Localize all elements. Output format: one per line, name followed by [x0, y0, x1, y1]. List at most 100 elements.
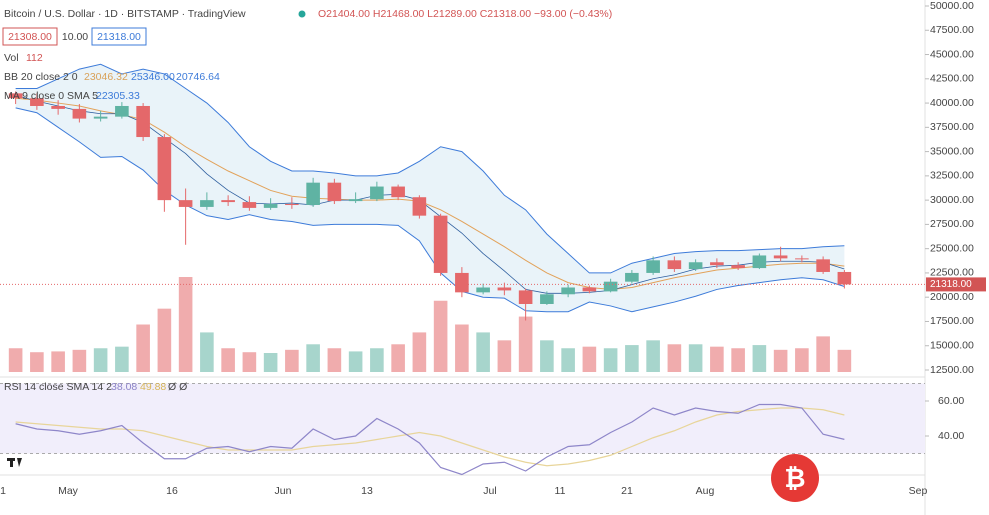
bb-fill	[15, 64, 845, 312]
candle-body	[625, 272, 639, 282]
candle-body	[561, 287, 575, 295]
candle-body	[8, 93, 23, 99]
tv-logo	[7, 458, 22, 467]
y-tick-label: 47500.00	[930, 24, 974, 36]
volume-bar	[391, 344, 405, 372]
volume-bar	[816, 336, 830, 372]
candle-body	[391, 186, 405, 198]
rsi-title: RSI 14 close SMA 14 2	[4, 381, 112, 393]
bb-upper-value: 25346.00	[131, 71, 175, 83]
volume-bar	[221, 348, 235, 372]
volume-bar	[433, 300, 448, 372]
volume-bar	[51, 351, 65, 372]
volume-bar	[370, 348, 384, 372]
x-tick-label: 13	[361, 485, 373, 497]
candle-body	[433, 215, 448, 273]
y-tick-label: 45000.00	[930, 48, 974, 60]
x-tick-label: Aug	[696, 485, 715, 497]
candle-body	[688, 262, 703, 270]
ask: 21318.00	[97, 31, 141, 43]
volume-bar	[710, 346, 724, 372]
volume-bar	[93, 348, 108, 372]
volume-bar	[625, 345, 639, 372]
volume-bar	[837, 349, 852, 372]
volume-bar	[412, 332, 427, 372]
candle-body	[72, 108, 87, 119]
bid: 21308.00	[8, 31, 52, 43]
volume-bar	[646, 340, 660, 372]
x-tick-label: 16	[166, 485, 178, 497]
candle-body	[30, 98, 44, 106]
y-tick-label: 20000.00	[930, 291, 974, 303]
candle-body	[773, 255, 788, 259]
volume-bar	[582, 346, 597, 372]
symbol-title: Bitcoin / U.S. Dollar · 1D · BITSTAMP · …	[4, 8, 246, 20]
volume-bar	[115, 346, 129, 372]
ma-title: MA 9 close 0 SMA 5	[4, 90, 98, 102]
volume-bar	[773, 349, 788, 372]
bb-lower	[15, 107, 845, 313]
candle-body	[348, 199, 363, 202]
status-dot	[298, 10, 306, 18]
candle-body	[93, 116, 108, 119]
volume-bar	[497, 340, 512, 372]
candle-body	[306, 182, 320, 205]
volume-bar	[242, 352, 257, 372]
y-tick-label: 30000.00	[930, 194, 974, 206]
watermark-logo	[771, 454, 819, 502]
y-tick-label: 22500.00	[930, 267, 974, 279]
candle-body	[263, 204, 278, 208]
bb-title: BB 20 close 2 0	[4, 71, 78, 83]
volume-bar	[306, 344, 320, 372]
x-tick-label: 11	[555, 485, 566, 497]
candle-body	[221, 200, 235, 203]
volume-bar	[603, 348, 618, 372]
candle-body	[582, 287, 597, 292]
volume-bar	[688, 344, 703, 372]
candle-body	[327, 182, 342, 202]
volume-bar	[476, 332, 490, 372]
candle-body	[837, 271, 852, 285]
candle-body	[603, 281, 618, 292]
ohlc: O21404.00 H21468.00 L21289.00 C21318.00 …	[318, 8, 612, 20]
bb-basis	[15, 97, 845, 290]
y-tick-label: 40000.00	[930, 97, 974, 109]
volume-bar	[327, 348, 342, 372]
volume-bar	[795, 348, 809, 372]
candle-body	[178, 200, 193, 207]
ma-value: 22305.33	[96, 90, 140, 102]
candle-body	[667, 260, 682, 270]
y-tick-label: 32500.00	[930, 170, 974, 182]
bb-lower-value: 20746.64	[176, 71, 220, 83]
x-tick-label: 21	[621, 485, 633, 497]
header: Bitcoin / U.S. Dollar · 1D · BITSTAMP · …	[2, 8, 612, 393]
candle-body	[115, 105, 129, 117]
y-tick-label: 25000.00	[930, 242, 974, 254]
volume-bar	[30, 352, 44, 372]
volume-bar	[72, 349, 87, 372]
y-tick-label: 35000.00	[930, 145, 974, 157]
rsi-extra: Ø Ø	[168, 381, 187, 393]
volume-bar	[285, 349, 299, 372]
candle-body	[646, 260, 660, 273]
bid-box	[2, 27, 58, 46]
y-tick-label: 12500.00	[930, 364, 974, 376]
y-tick-label: 42500.00	[930, 73, 974, 85]
candle-body	[752, 255, 767, 269]
volume-bar	[561, 348, 575, 372]
candle-body	[51, 105, 65, 109]
candle-body	[518, 290, 533, 304]
volume-bar	[752, 345, 767, 372]
candle-body	[200, 200, 214, 207]
volume-bar	[731, 348, 745, 372]
volume-bar	[200, 332, 214, 372]
x-tick-label: May	[58, 485, 79, 497]
candle-body	[710, 262, 724, 266]
candle-body	[455, 272, 469, 293]
candle-body	[795, 258, 809, 260]
candle-body	[497, 287, 512, 291]
volume-bar	[8, 348, 23, 372]
y-tick-label: 50000.00	[930, 0, 974, 12]
x-tick-label: Jul	[483, 485, 496, 497]
